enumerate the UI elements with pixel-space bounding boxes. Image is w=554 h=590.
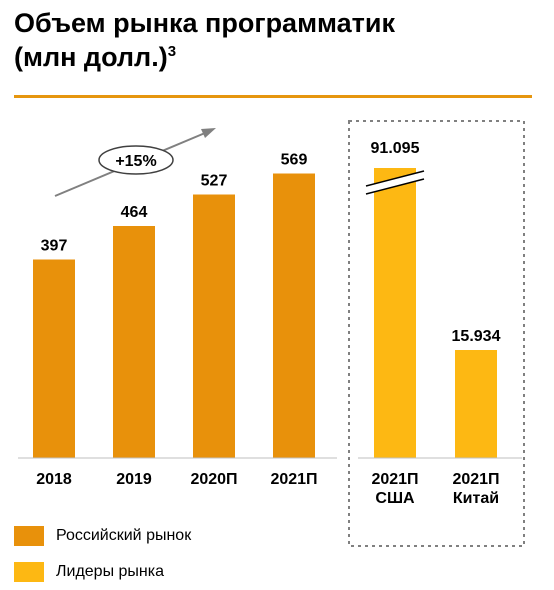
legend-label-russian-market: Российский рынок [56, 527, 192, 544]
data-label-2018: 397 [41, 238, 68, 255]
legend-item-market-leaders: Лидеры рынка [14, 554, 191, 590]
title-footnote: 3 [167, 43, 177, 60]
legend: Российский рынок Лидеры рынка [14, 518, 191, 590]
tick-label-china-line2: Китай [453, 490, 499, 507]
title-divider [14, 95, 532, 98]
tick-label-2018: 2018 [36, 471, 72, 488]
axis-break-line-bottom [365, 178, 425, 195]
data-label-2020П: 527 [201, 173, 228, 190]
data-label-2021П: 569 [281, 152, 308, 169]
title-line-1: Объем рынка программатик [14, 8, 396, 38]
data-label-2019: 464 [121, 204, 148, 221]
legend-label-market-leaders: Лидеры рынка [56, 563, 164, 580]
tick-label-usa-line2: США [375, 490, 415, 507]
growth-annotation-label: +15% [115, 153, 156, 170]
bar-2020П [193, 194, 235, 458]
tick-label-2020П: 2020П [190, 471, 237, 488]
legend-swatch-market-leaders [14, 562, 44, 582]
tick-label-china-line1: 2021П [452, 471, 499, 488]
leaders-group-frame [348, 120, 525, 547]
axis-break-gap [366, 171, 424, 194]
bar-2018 [33, 259, 75, 458]
chart-title: Объем рынка программатик (млн долл.)3 [14, 6, 534, 74]
tick-label-usa-line1: 2021П [371, 471, 418, 488]
title-line-2: (млн долл.)3 [14, 40, 534, 74]
bar-china [455, 350, 497, 458]
data-label-usa: 91.095 [371, 140, 420, 157]
tick-label-2019: 2019 [116, 471, 152, 488]
growth-annotation-oval [98, 145, 174, 175]
tick-label-2021П: 2021П [270, 471, 317, 488]
legend-item-russian-market: Российский рынок [14, 518, 191, 554]
legend-swatch-russian-market [14, 526, 44, 546]
bar-2021П [273, 173, 315, 458]
data-label-china: 15.934 [452, 328, 501, 345]
bar-2019 [113, 226, 155, 458]
title-unit: (млн долл.) [14, 42, 168, 72]
axis-break-line-top [365, 170, 425, 187]
growth-arrow-head [201, 128, 216, 138]
bar-usa [374, 168, 416, 458]
